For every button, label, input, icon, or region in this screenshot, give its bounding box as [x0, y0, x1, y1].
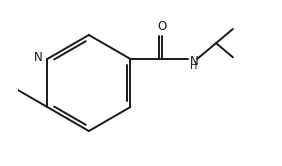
Text: N: N — [190, 55, 199, 68]
Text: O: O — [157, 20, 167, 34]
Text: H: H — [190, 61, 197, 71]
Text: N: N — [34, 51, 42, 64]
